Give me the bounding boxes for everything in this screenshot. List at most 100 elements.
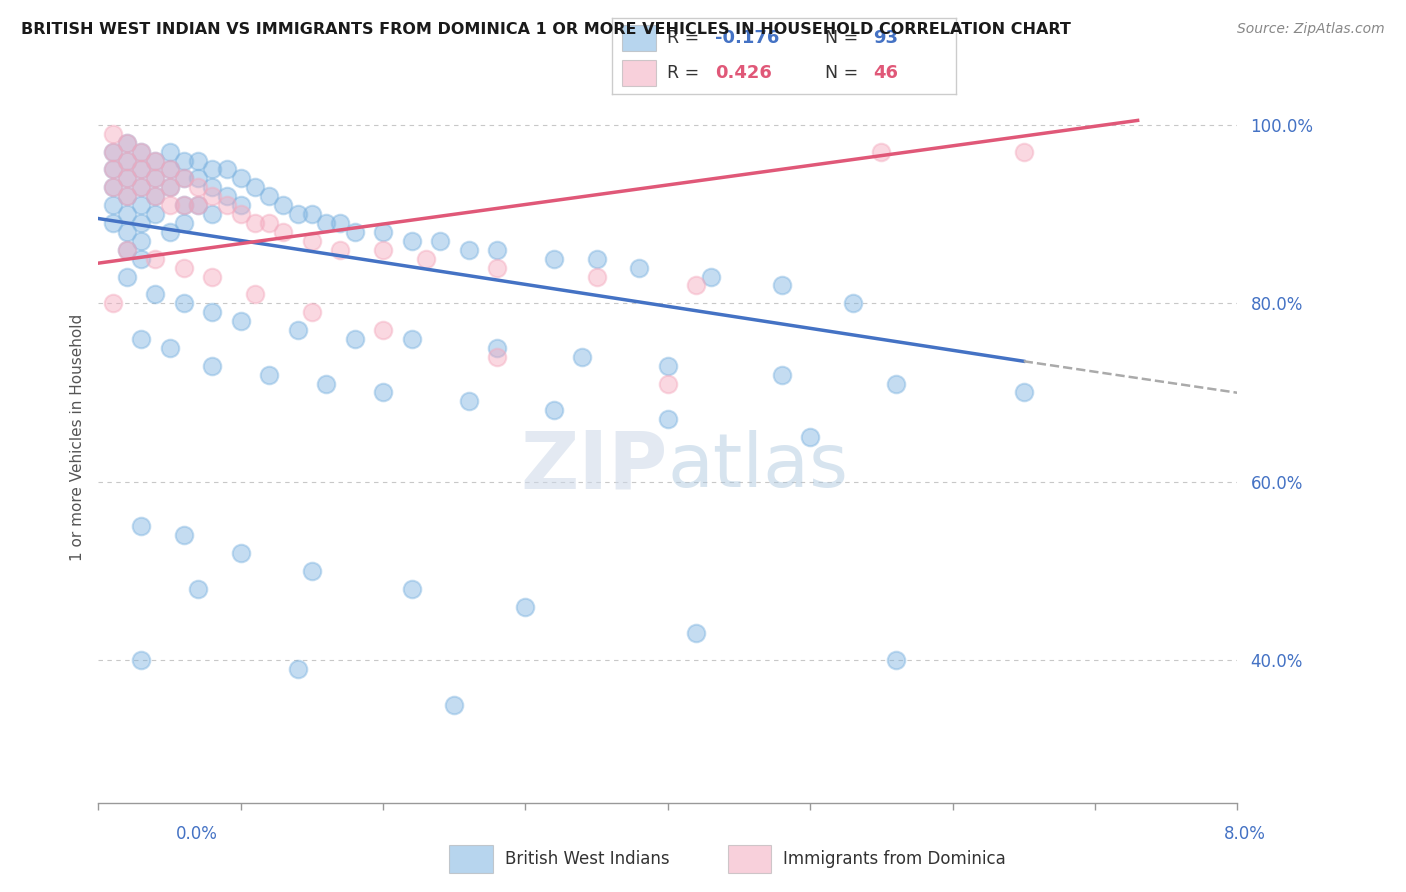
Point xyxy=(1012,385,1035,400)
Point xyxy=(315,376,337,391)
Point xyxy=(699,269,721,284)
Text: British West Indians: British West Indians xyxy=(505,849,669,868)
Point xyxy=(159,198,181,212)
Text: ZIP: ZIP xyxy=(520,427,668,506)
Point xyxy=(287,323,309,337)
Point xyxy=(145,207,167,221)
Text: atlas: atlas xyxy=(668,430,849,503)
Point xyxy=(215,162,238,177)
Point xyxy=(486,350,509,364)
Point xyxy=(685,626,707,640)
Point xyxy=(273,198,295,212)
Point xyxy=(657,376,679,391)
Point xyxy=(657,359,679,373)
Bar xyxy=(728,845,770,872)
Point xyxy=(287,662,309,676)
Point xyxy=(329,243,352,257)
Point xyxy=(173,528,195,542)
Point xyxy=(115,136,138,150)
Point xyxy=(401,332,423,346)
Text: 93: 93 xyxy=(873,29,898,47)
Point xyxy=(201,189,224,203)
Point xyxy=(329,216,352,230)
Point xyxy=(115,153,138,168)
Point xyxy=(770,278,793,293)
Text: -0.176: -0.176 xyxy=(716,29,779,47)
Text: 0.0%: 0.0% xyxy=(176,825,218,843)
Point xyxy=(585,252,607,266)
Point xyxy=(585,269,607,284)
Point xyxy=(145,287,167,301)
Point xyxy=(215,189,238,203)
Point xyxy=(457,394,479,409)
Point xyxy=(101,127,124,141)
Point xyxy=(301,564,323,578)
Text: N =: N = xyxy=(825,29,859,47)
Point xyxy=(429,234,451,248)
Point xyxy=(159,162,181,177)
Point xyxy=(173,260,195,275)
Point xyxy=(187,171,209,186)
Point xyxy=(628,260,651,275)
Text: 8.0%: 8.0% xyxy=(1223,825,1265,843)
Point xyxy=(315,216,337,230)
Point xyxy=(799,430,821,444)
Text: BRITISH WEST INDIAN VS IMMIGRANTS FROM DOMINICA 1 OR MORE VEHICLES IN HOUSEHOLD : BRITISH WEST INDIAN VS IMMIGRANTS FROM D… xyxy=(21,22,1071,37)
Point xyxy=(515,599,537,614)
Point xyxy=(187,180,209,194)
Point xyxy=(145,171,167,186)
Point xyxy=(884,653,907,667)
Point xyxy=(229,546,252,560)
Point xyxy=(229,207,252,221)
Point xyxy=(571,350,593,364)
Point xyxy=(543,252,565,266)
Point xyxy=(187,153,209,168)
Point xyxy=(173,171,195,186)
Point xyxy=(215,198,238,212)
Point xyxy=(229,171,252,186)
Point xyxy=(101,162,124,177)
Point xyxy=(243,216,266,230)
Point xyxy=(486,341,509,355)
Point xyxy=(101,198,124,212)
Point xyxy=(201,269,224,284)
Point xyxy=(259,189,281,203)
Point xyxy=(884,376,907,391)
Point xyxy=(115,243,138,257)
Text: N =: N = xyxy=(825,64,859,82)
Point xyxy=(145,189,167,203)
Point xyxy=(229,198,252,212)
Point xyxy=(201,207,224,221)
Point xyxy=(173,198,195,212)
Point xyxy=(1012,145,1035,159)
Point xyxy=(371,243,394,257)
Point xyxy=(115,171,138,186)
Point xyxy=(115,136,138,150)
Point xyxy=(371,323,394,337)
Bar xyxy=(450,845,492,872)
Point xyxy=(173,171,195,186)
Point xyxy=(173,296,195,310)
Point xyxy=(101,145,124,159)
Point xyxy=(101,180,124,194)
Point xyxy=(273,225,295,239)
Point xyxy=(159,180,181,194)
Point xyxy=(101,296,124,310)
Point xyxy=(115,243,138,257)
Point xyxy=(145,252,167,266)
Point xyxy=(159,162,181,177)
Point xyxy=(301,305,323,319)
Point xyxy=(371,225,394,239)
Point xyxy=(401,582,423,596)
Point xyxy=(187,198,209,212)
Point xyxy=(415,252,437,266)
Point xyxy=(259,368,281,382)
Point xyxy=(159,225,181,239)
Y-axis label: 1 or more Vehicles in Household: 1 or more Vehicles in Household xyxy=(69,313,84,561)
Point xyxy=(115,207,138,221)
Point xyxy=(159,180,181,194)
Text: R =: R = xyxy=(666,29,699,47)
Point xyxy=(129,162,152,177)
Point xyxy=(129,198,152,212)
Point xyxy=(115,225,138,239)
